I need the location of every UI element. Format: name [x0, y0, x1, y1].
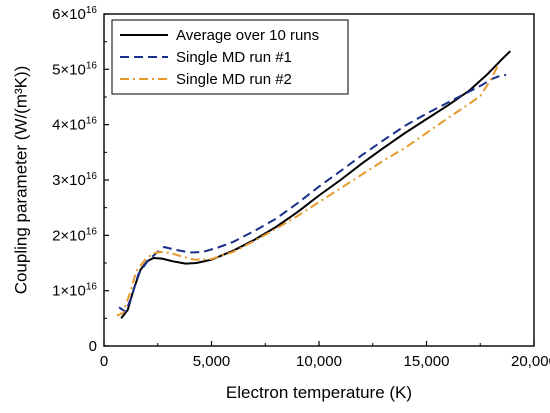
- x-axis-title: Electron temperature (K): [226, 383, 412, 402]
- y-tick-label: 4×1016: [52, 116, 97, 134]
- y-tick-label: 5×1016: [52, 60, 97, 78]
- y-axis-title: Coupling parameter (W/(m³K)): [11, 66, 30, 295]
- y-tick-label: 0: [89, 338, 97, 355]
- legend-label-2: Single MD run #1: [176, 49, 292, 66]
- series-line-3: [116, 66, 499, 317]
- series-line-2: [118, 73, 507, 313]
- x-tick-label: 15,000: [404, 353, 450, 370]
- y-tick-label: 6×1016: [52, 5, 97, 23]
- y-tick-label: 1×1016: [52, 282, 97, 300]
- plot-lines: [116, 50, 511, 319]
- y-axis: 0 1×1016 2×1016 3×1016 4×1016 5×1016 6×1016: [52, 5, 109, 355]
- x-tick-label: 5,000: [193, 353, 231, 370]
- x-tick-label: 20,000: [511, 353, 550, 370]
- y-tick-label: 2×1016: [52, 226, 97, 244]
- y-tick-label: 3×1016: [52, 171, 97, 189]
- x-tick-label: 0: [100, 353, 108, 370]
- legend: Average over 10 runs Single MD run #1 Sing…: [111, 19, 349, 95]
- x-tick-label: 10,000: [296, 353, 342, 370]
- x-axis: 0 5,000 10,000 15,000 20,000: [100, 341, 550, 370]
- legend-label-3: Single MD run #2: [176, 71, 292, 88]
- legend-label-1: Average over 10 runs: [176, 27, 319, 44]
